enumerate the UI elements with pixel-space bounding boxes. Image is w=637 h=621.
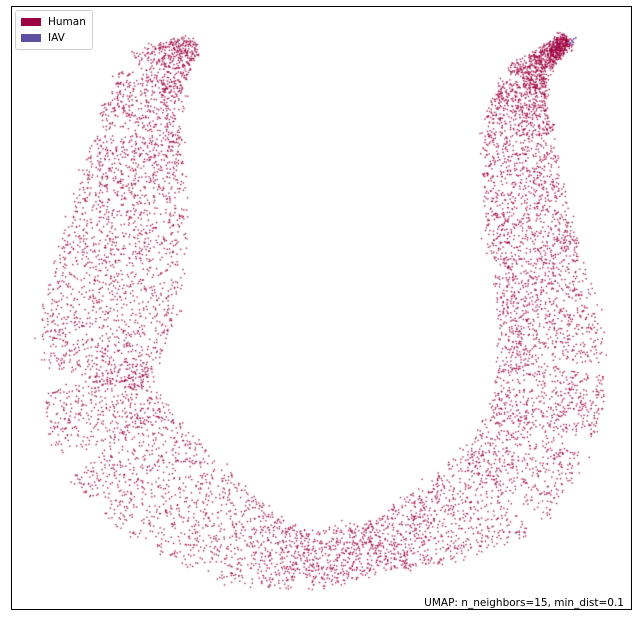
legend-label-human: Human: [48, 16, 86, 28]
legend-label-iav: IAV: [48, 32, 65, 44]
umap-scatter: [12, 7, 633, 611]
legend: Human IAV: [15, 10, 93, 50]
legend-swatch-iav: [21, 34, 41, 42]
legend-entry-iav: IAV: [21, 30, 86, 46]
legend-entry-human: Human: [21, 14, 86, 30]
legend-swatch-human: [21, 18, 41, 26]
umap-caption: UMAP: n_neighbors=15, min_dist=0.1: [424, 597, 624, 609]
plot-area: [11, 6, 633, 611]
